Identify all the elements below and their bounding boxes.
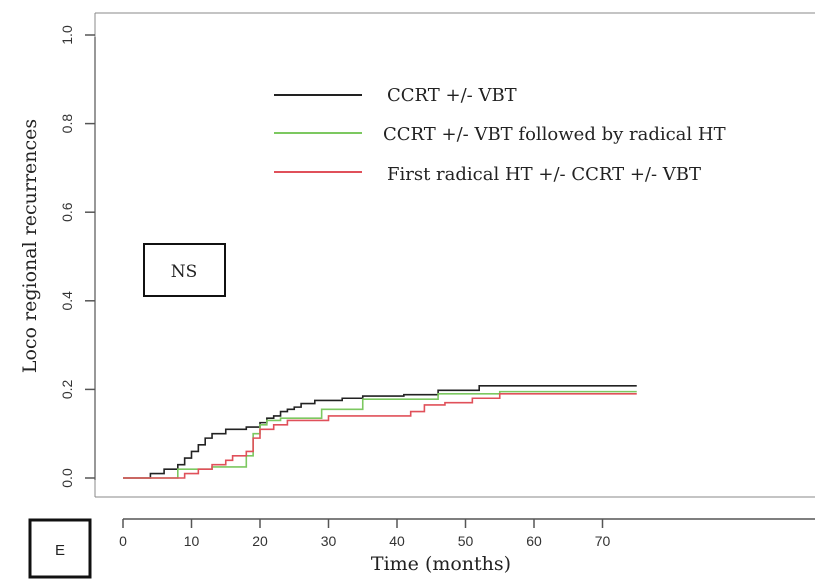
legend-label-ccrt: CCRT +/- VBT [387, 85, 517, 106]
y-tick-label: 0.4 [59, 291, 75, 311]
y-tick-label: 0.8 [59, 114, 75, 134]
y-tick-label: 0.2 [59, 379, 75, 399]
x-tick-label: 30 [321, 533, 337, 549]
annotation-box [143, 243, 226, 297]
panel-label: E [28, 518, 92, 579]
x-tick-label: 50 [458, 533, 474, 549]
x-tick-label: 10 [184, 533, 200, 549]
series-line-1 [123, 390, 637, 479]
legend-label-first-ht: First radical HT +/- CCRT +/- VBT [387, 164, 701, 185]
x-tick-label: 20 [252, 533, 268, 549]
y-tick-label: 0.0 [59, 468, 75, 488]
series-line-2 [123, 393, 637, 479]
significance-annotation: NS [143, 243, 226, 297]
y-axis-title: Loco regional recurrences [19, 119, 41, 373]
y-tick-label: 0.6 [59, 202, 75, 222]
x-ticks: 0 10 20 30 40 50 60 70 [119, 519, 610, 549]
x-tick-label: 70 [595, 533, 611, 549]
legend-label-ccrt-ht: CCRT +/- VBT followed by radical HT [383, 124, 726, 145]
y-tick-label: 1.0 [59, 25, 75, 45]
y-ticks: 0.0 0.2 0.4 0.6 0.8 1.0 [59, 25, 95, 488]
panel-label-text: E [55, 542, 65, 559]
annotation-text: NS [171, 262, 198, 282]
legend: CCRT +/- VBT CCRT +/- VBT followed by ra… [274, 85, 726, 185]
x-axis-title: Time (months) [371, 553, 511, 575]
x-tick-label: 0 [119, 533, 127, 549]
x-tick-label: 60 [526, 533, 542, 549]
series-lines [123, 385, 637, 479]
panel-label-box [28, 518, 92, 579]
x-tick-label: 40 [389, 533, 405, 549]
